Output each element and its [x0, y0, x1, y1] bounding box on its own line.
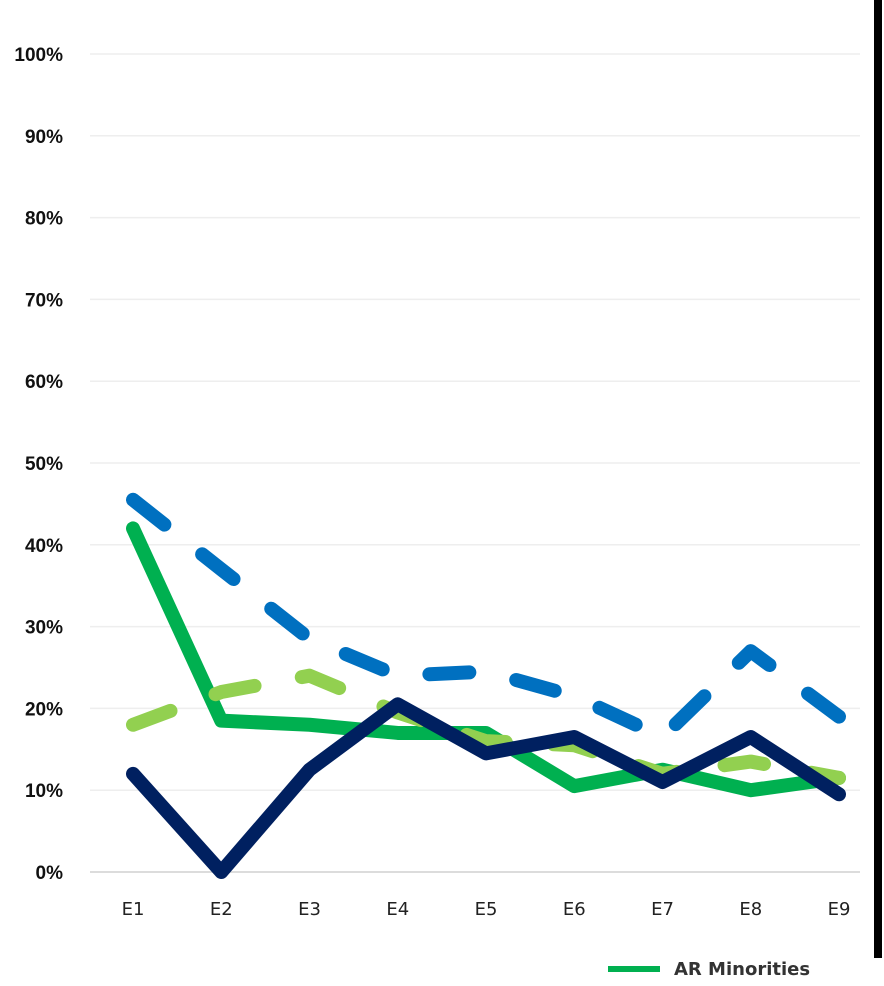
- y-tick-label: 40%: [25, 536, 63, 557]
- y-tick-label: 20%: [25, 699, 63, 720]
- x-axis-ticks: E1 E2 E3 E4 E5 E6 E7 E8 E9: [122, 899, 851, 920]
- x-tick-label: E7: [651, 899, 674, 920]
- y-tick-label: 100%: [14, 45, 63, 66]
- y-tick-label: 30%: [25, 618, 63, 639]
- series-lines: [126, 492, 846, 879]
- right-border-bar: [874, 0, 882, 958]
- y-tick-label: 60%: [25, 372, 63, 393]
- x-tick-label: E5: [475, 899, 498, 920]
- y-tick-label: 70%: [25, 290, 63, 311]
- legend-swatch-ar-minorities: [608, 966, 660, 972]
- series-line-1: [126, 521, 846, 798]
- y-tick-label: 50%: [25, 454, 63, 475]
- series-line-4: [126, 697, 846, 879]
- x-tick-label: E8: [739, 899, 762, 920]
- legend-label-ar-minorities: AR Minorities: [674, 958, 811, 980]
- x-tick-label: E9: [828, 899, 851, 920]
- y-tick-label: 10%: [25, 781, 63, 802]
- y-axis-ticks: 0% 10% 20% 30% 40% 50% 60% 70% 80% 90% 100%: [14, 45, 63, 884]
- x-tick-label: E3: [298, 899, 321, 920]
- y-tick-label: 90%: [25, 127, 63, 148]
- x-tick-label: E1: [122, 899, 145, 920]
- x-tick-label: E2: [210, 899, 233, 920]
- y-tick-label: 80%: [25, 209, 63, 230]
- legend: AR Minorities: [608, 956, 810, 982]
- series-line-3: [126, 668, 846, 785]
- x-tick-label: E6: [563, 899, 586, 920]
- y-tick-label: 0%: [36, 863, 64, 884]
- series-line-2: [126, 492, 846, 745]
- x-tick-label: E4: [386, 899, 409, 920]
